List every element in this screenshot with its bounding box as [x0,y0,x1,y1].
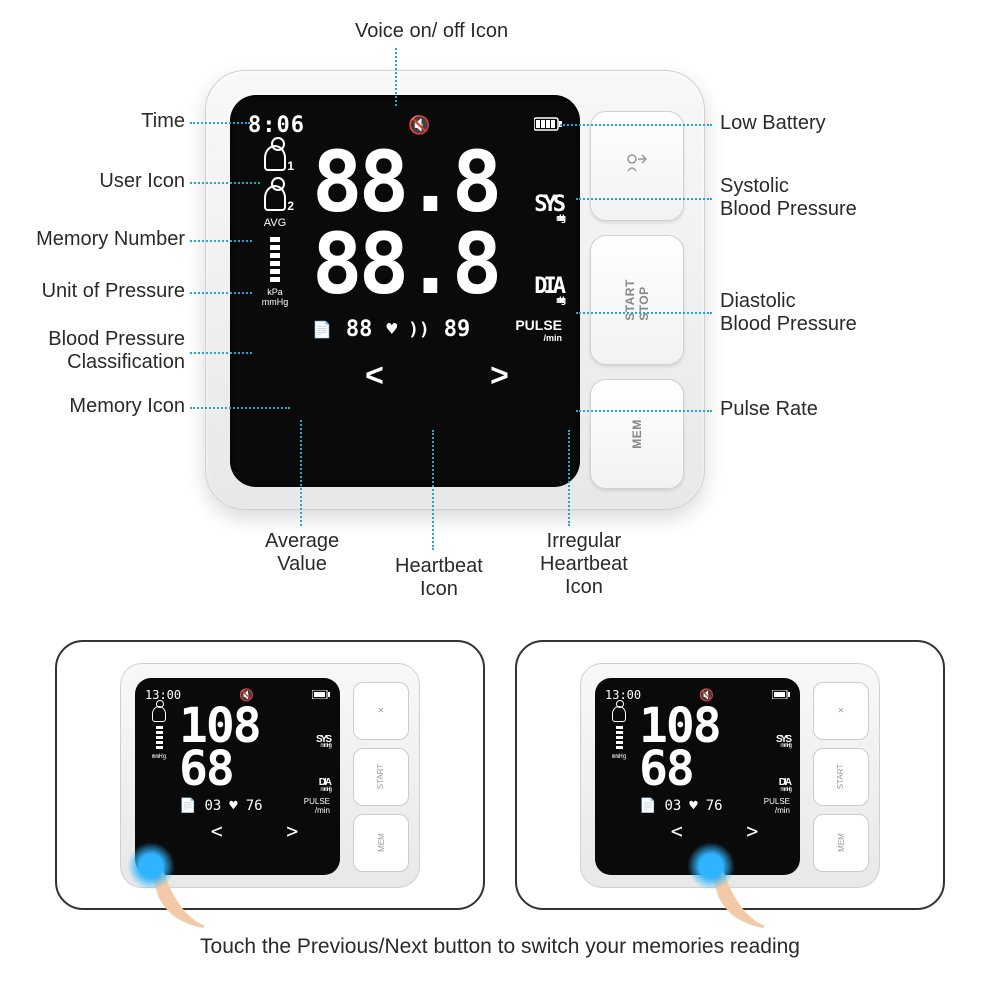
callout-memicon: Memory Icon [69,395,185,418]
callout-bpclass: Blood Pressure Classification [48,328,185,374]
sys-label: SYS mmHg [534,195,562,223]
dia-label: DIA mmHg [534,277,562,305]
memory-icon: 📄 [312,320,332,339]
finger-pointer-right [687,828,767,928]
memory-value: 88 [346,317,373,342]
dia-value: 88.8 [312,227,498,303]
callout-dia: Diastolic Blood Pressure [720,290,857,336]
bottom-caption: Touch the Previous/Next button to switch… [0,935,1000,959]
callout-avg: Average Value [265,530,339,576]
user2-icon: 2 [264,185,286,211]
panel-next: 13:00🔇 mmHg 108SYSmmHg 68DIAmmHg 📄03♥76P… [515,640,945,910]
battery-icon [534,115,562,136]
pulse-label: PULSE /min [515,317,562,343]
unit-label: kPammHg [262,288,289,308]
callout-unit: Unit of Pressure [42,280,185,303]
user1-icon: 1 [264,145,286,171]
callout-lowbatt: Low Battery [720,112,826,135]
bp-monitor-device: 8:06 🔇 1 2 AVG kPammHg 88.8 [205,70,705,510]
callout-pulse: Pulse Rate [720,398,818,421]
heartbeat-icon: ♥ )) [386,319,429,340]
bp-classification-bars [270,237,280,282]
device-screen: 8:06 🔇 1 2 AVG kPammHg 88.8 [230,95,580,487]
next-button[interactable]: > [490,357,509,394]
time-display: 8:06 [248,113,305,138]
start-stop-button[interactable]: START STOP [590,235,684,365]
callout-memnum: Memory Number [36,228,185,251]
pulse-value: 89 [444,317,471,342]
callout-time: Time [141,110,185,133]
callout-sys: Systolic Blood Pressure [720,175,857,221]
callout-heart: Heartbeat Icon [395,555,483,601]
user-switch-button[interactable] [590,111,684,221]
callout-voice: Voice on/ off Icon [355,20,508,43]
finger-pointer-left [127,828,207,928]
sys-value: 88.8 [312,145,498,221]
callout-user: User Icon [99,170,185,193]
prev-button[interactable]: < [365,357,384,394]
callout-irr: Irregular Heartbeat Icon [540,530,628,599]
avg-label: AVG [264,217,286,229]
panel-prev: 13:00🔇 mmHg 108SYSmmHg 68DIAmmHg 📄03♥76P… [55,640,485,910]
memory-button[interactable]: MEM [590,379,684,489]
